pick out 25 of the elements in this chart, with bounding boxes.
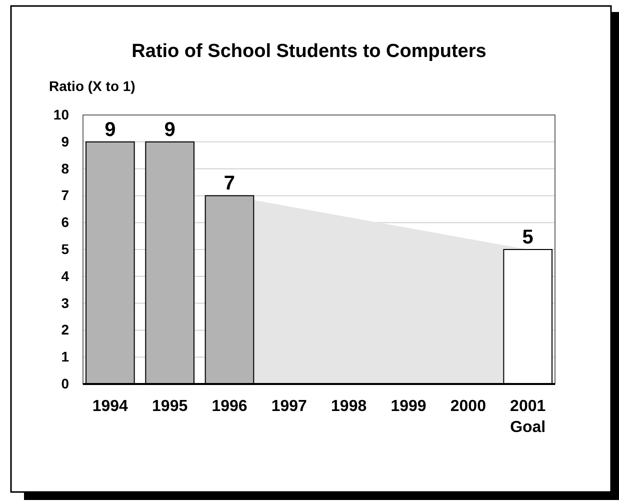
y-tick-label: 6 — [61, 214, 70, 230]
x-tick-label: 1998 — [331, 398, 367, 415]
x-tick-label: 1999 — [390, 398, 426, 415]
y-tick-label: 10 — [53, 106, 70, 122]
data-label: 9 — [164, 118, 176, 141]
y-tick-label: 1 — [61, 348, 70, 365]
x-tick-label: 2001 Goal — [510, 398, 546, 436]
data-label: 9 — [104, 118, 116, 141]
data-label: 5 — [522, 226, 534, 248]
y-tick-label: 2 — [61, 322, 70, 338]
x-tick-label: 1995 — [152, 398, 188, 415]
x-tick-label: 1994 — [92, 398, 128, 415]
y-axis-title: Ratio (X to 1) — [49, 78, 136, 94]
chart-title: Ratio of School Students to Computers — [132, 41, 486, 62]
x-tick-label: 1997 — [271, 398, 308, 415]
y-tick-label: 8 — [61, 160, 70, 176]
x-tick-label: 2000 — [450, 398, 486, 415]
y-tick-label: 5 — [61, 240, 70, 257]
x-tick-label: 1996 — [212, 398, 248, 415]
y-tick-label: 7 — [61, 187, 70, 204]
y-tick-label: 9 — [61, 133, 70, 150]
data-label: 7 — [224, 172, 236, 195]
y-tick-label: 4 — [61, 268, 70, 284]
y-tick-label: 0 — [61, 375, 70, 392]
y-tick-label: 3 — [61, 294, 70, 311]
